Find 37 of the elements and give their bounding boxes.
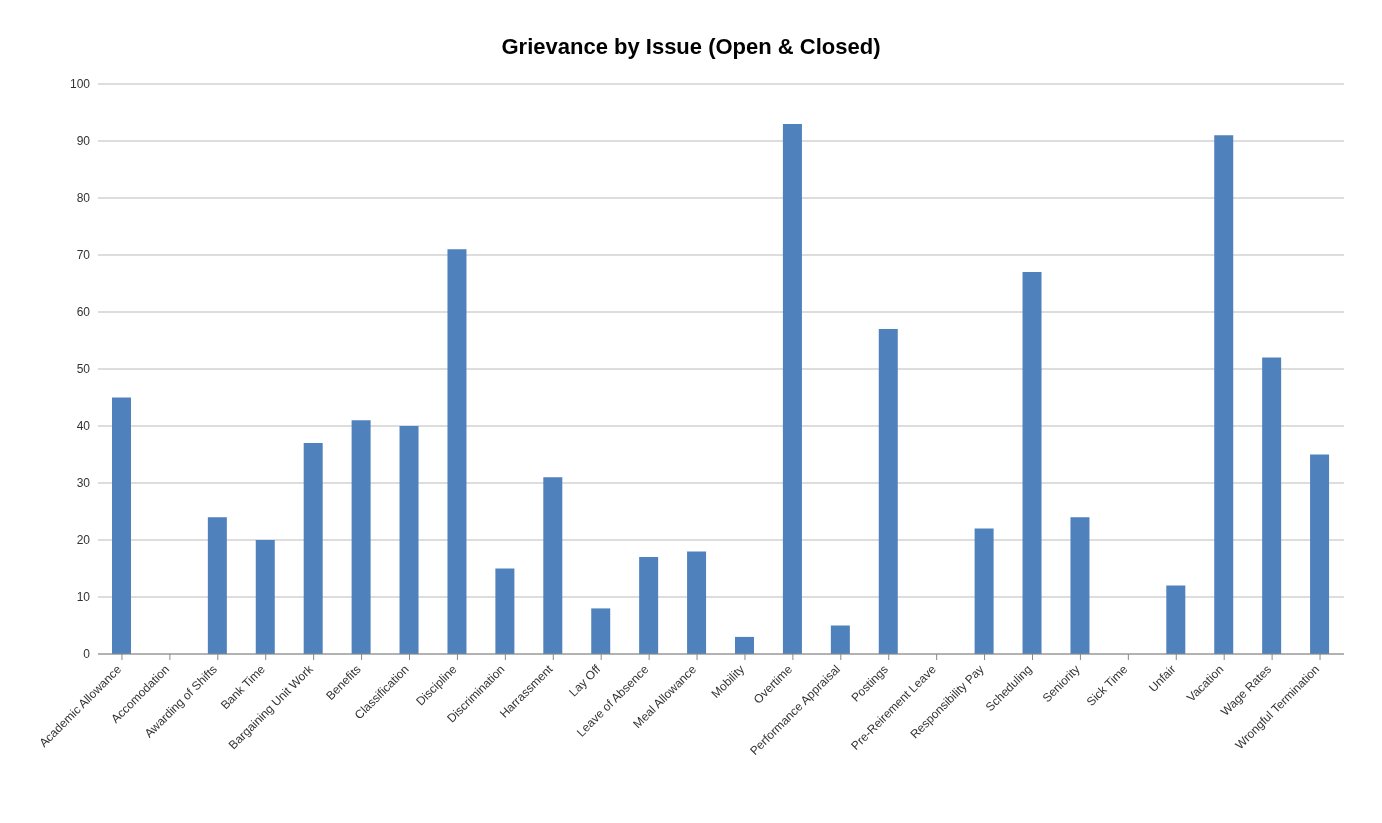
y-tick-label: 40 — [76, 419, 91, 434]
bar — [1022, 272, 1042, 654]
y-tick-label: 10 — [76, 590, 91, 605]
bar — [830, 625, 850, 654]
bar — [687, 551, 707, 654]
bar — [447, 249, 467, 654]
bar — [639, 557, 659, 654]
bar — [399, 426, 419, 654]
bar — [1070, 517, 1090, 654]
bar — [1214, 135, 1234, 654]
bar — [495, 568, 515, 654]
y-tick-label: 30 — [76, 476, 91, 491]
bar — [303, 443, 323, 654]
bar — [1310, 454, 1330, 654]
bar — [1166, 585, 1186, 654]
y-tick-label: 80 — [76, 191, 91, 206]
x-tick-label: Lay Off — [566, 661, 604, 700]
y-tick-label: 50 — [76, 362, 91, 377]
bar — [351, 420, 371, 654]
bar — [735, 636, 754, 654]
bar — [974, 528, 994, 654]
y-tick-label: 100 — [69, 77, 91, 92]
y-tick-label: 90 — [76, 134, 91, 149]
y-tick-label: 70 — [76, 248, 91, 263]
bar — [878, 329, 898, 654]
x-tick-label: Sick Time — [1083, 662, 1131, 709]
bar — [782, 123, 802, 654]
y-tick-label: 20 — [76, 533, 91, 548]
bar — [207, 517, 227, 654]
y-tick-label: 60 — [76, 305, 91, 320]
bar — [112, 397, 131, 654]
bar — [255, 540, 275, 654]
chart-title: Grievance by Issue (Open & Closed) — [500, 33, 882, 61]
bar — [591, 608, 611, 654]
y-tick-label: 0 — [83, 647, 91, 662]
bar — [543, 477, 563, 654]
bar — [1262, 357, 1282, 654]
